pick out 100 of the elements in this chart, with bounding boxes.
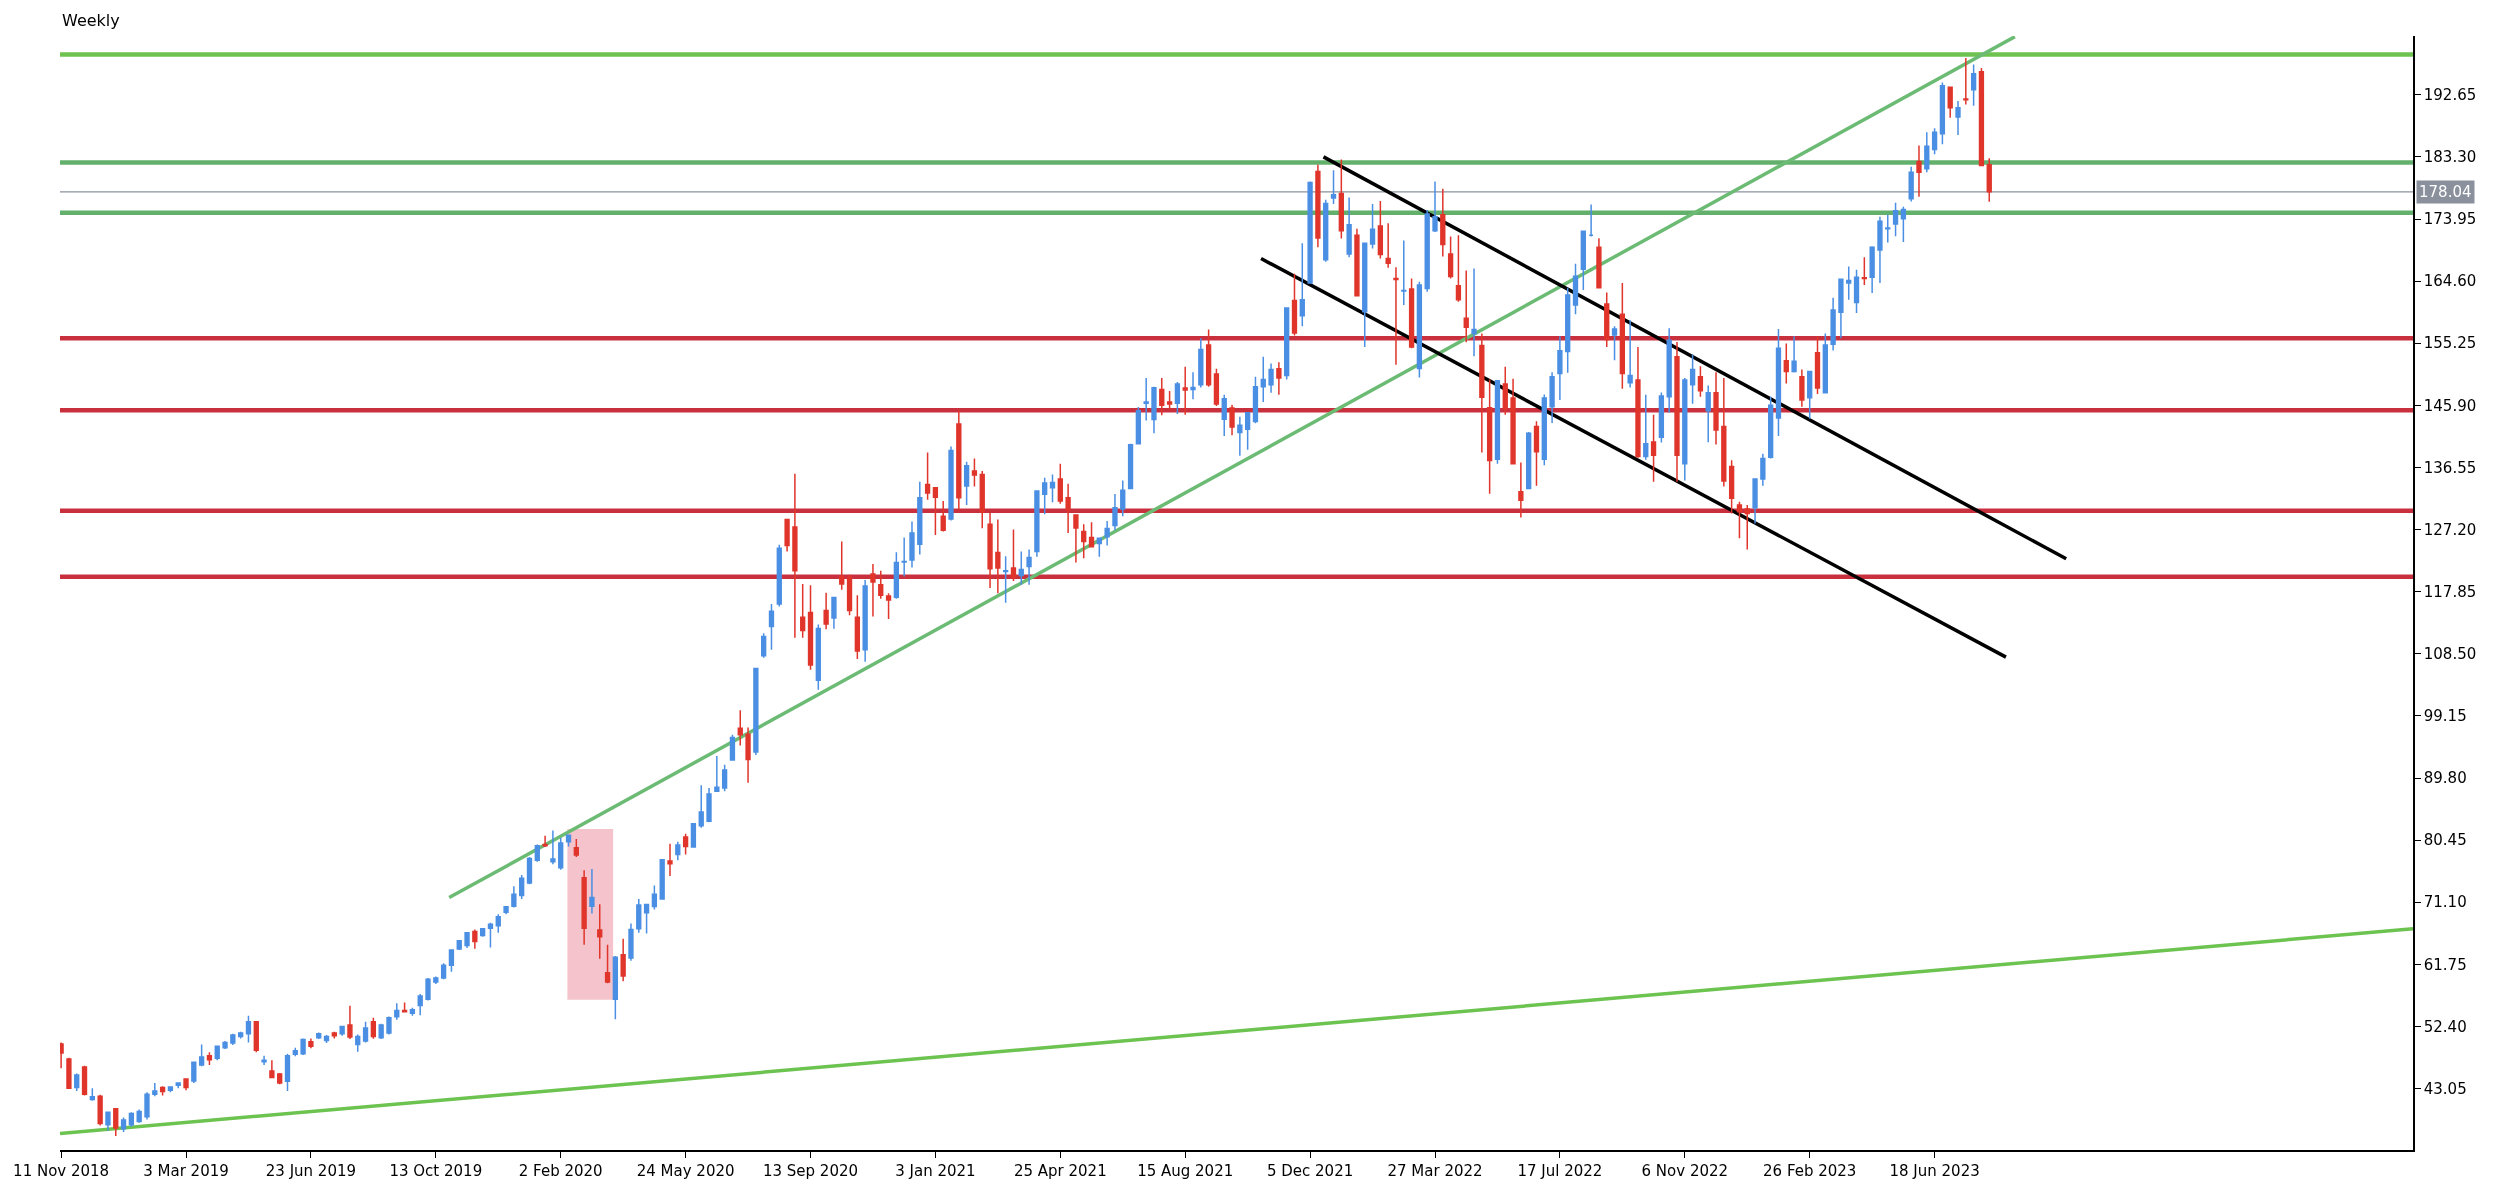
x-tick-label: 15 Aug 2021 [1137, 1161, 1234, 1180]
candlestick [175, 1081, 181, 1089]
candlestick [1018, 550, 1024, 586]
candlestick [1408, 277, 1415, 349]
candlestick [878, 570, 884, 600]
candlestick [401, 1001, 408, 1014]
candlestick [1135, 406, 1142, 446]
candlestick [1315, 164, 1321, 248]
candlestick [1088, 521, 1095, 548]
y-tick-label: 136.55 [2423, 458, 2477, 477]
y-tick-label: 80.45 [2423, 831, 2467, 850]
candlestick [753, 666, 759, 756]
candlestick [230, 1033, 236, 1046]
candlestick [1791, 335, 1797, 374]
x-tick-label: 5 Dec 2021 [1266, 1161, 1354, 1180]
candlestick [1049, 473, 1056, 504]
candlestick [995, 518, 1001, 595]
candlestick [456, 939, 462, 951]
candlestick [558, 837, 564, 871]
candlestick [1112, 493, 1118, 531]
candlestick [97, 1094, 103, 1127]
candlestick [1081, 523, 1087, 559]
candlestick [1744, 504, 1750, 551]
candlestick [870, 563, 876, 618]
candlestick [581, 869, 587, 946]
candlestick [1096, 537, 1102, 558]
candlestick [261, 1054, 267, 1066]
candlestick [1073, 513, 1079, 564]
y-tick-label: 155.25 [2423, 334, 2477, 353]
y-tick-label: 173.95 [2423, 210, 2477, 229]
candlestick [362, 1021, 369, 1044]
candlestick [1885, 213, 1891, 244]
candlestick [714, 755, 720, 793]
candlestick [1752, 477, 1758, 525]
y-tick-label: 108.50 [2423, 645, 2477, 664]
candlestick [909, 520, 915, 569]
x-tick-label: 25 Apr 2021 [1013, 1161, 1107, 1180]
candlestick [831, 596, 837, 630]
candlestick [487, 922, 494, 949]
candlestick [105, 1110, 111, 1132]
candlestick [932, 486, 939, 536]
candlestick [1471, 267, 1477, 357]
candlestick [800, 583, 806, 639]
candlestick [66, 1056, 72, 1090]
candlestick [1237, 415, 1243, 457]
candlestick [1026, 548, 1032, 586]
candlestick [1619, 282, 1626, 390]
candlestick [152, 1082, 158, 1097]
candlestick [1479, 332, 1485, 454]
candlestick [768, 603, 775, 651]
candlestick [206, 1051, 213, 1066]
candlestick [1721, 377, 1727, 488]
candlestick [1494, 379, 1501, 465]
candlestick [659, 858, 665, 901]
candlestick [682, 833, 689, 856]
candlestick [1034, 489, 1040, 558]
candlestick [1244, 411, 1251, 451]
candlestick [1182, 366, 1188, 416]
candlestick [300, 1037, 306, 1056]
candlestick [495, 913, 501, 934]
candlestick [1768, 395, 1774, 460]
candlestick [1510, 378, 1516, 465]
candlestick [698, 784, 704, 829]
candlestick [394, 1002, 400, 1021]
candlestick [1299, 242, 1305, 328]
candlestick [339, 1025, 345, 1037]
candlestick [1760, 453, 1766, 487]
candlestick [1775, 328, 1782, 437]
candlestick [651, 884, 658, 911]
y-tick-label: 127.20 [2423, 520, 2477, 539]
candlestick [1424, 209, 1430, 293]
candlestick [979, 470, 985, 529]
candlestick [1728, 459, 1735, 515]
candlestick [1588, 203, 1594, 238]
candlestick [472, 928, 478, 950]
candlestick [1705, 384, 1711, 443]
candlestick [1596, 237, 1602, 289]
candlestick [1393, 266, 1399, 366]
candlestick [1916, 144, 1922, 198]
candlestick [1486, 378, 1493, 495]
candlestick [1502, 366, 1508, 416]
candlestick [643, 903, 650, 935]
candlestick [284, 1052, 291, 1092]
candlestick [1330, 169, 1337, 205]
candlestick [433, 975, 439, 985]
candlestick [1908, 166, 1914, 203]
candlestick [1213, 368, 1220, 407]
candlestick [729, 734, 736, 762]
candlestick [89, 1087, 95, 1101]
candlestick [940, 500, 946, 533]
candlestick [409, 1007, 416, 1017]
candlestick [1432, 180, 1438, 233]
candlestick [378, 1023, 384, 1040]
x-tick-label: 17 Jul 2022 [1517, 1161, 1603, 1180]
candlestick [1198, 337, 1204, 389]
candlestick [511, 885, 517, 909]
candlestick [1463, 269, 1469, 343]
candlestick [1846, 265, 1852, 301]
candlestick [1291, 273, 1298, 337]
candlestick [1713, 371, 1719, 446]
